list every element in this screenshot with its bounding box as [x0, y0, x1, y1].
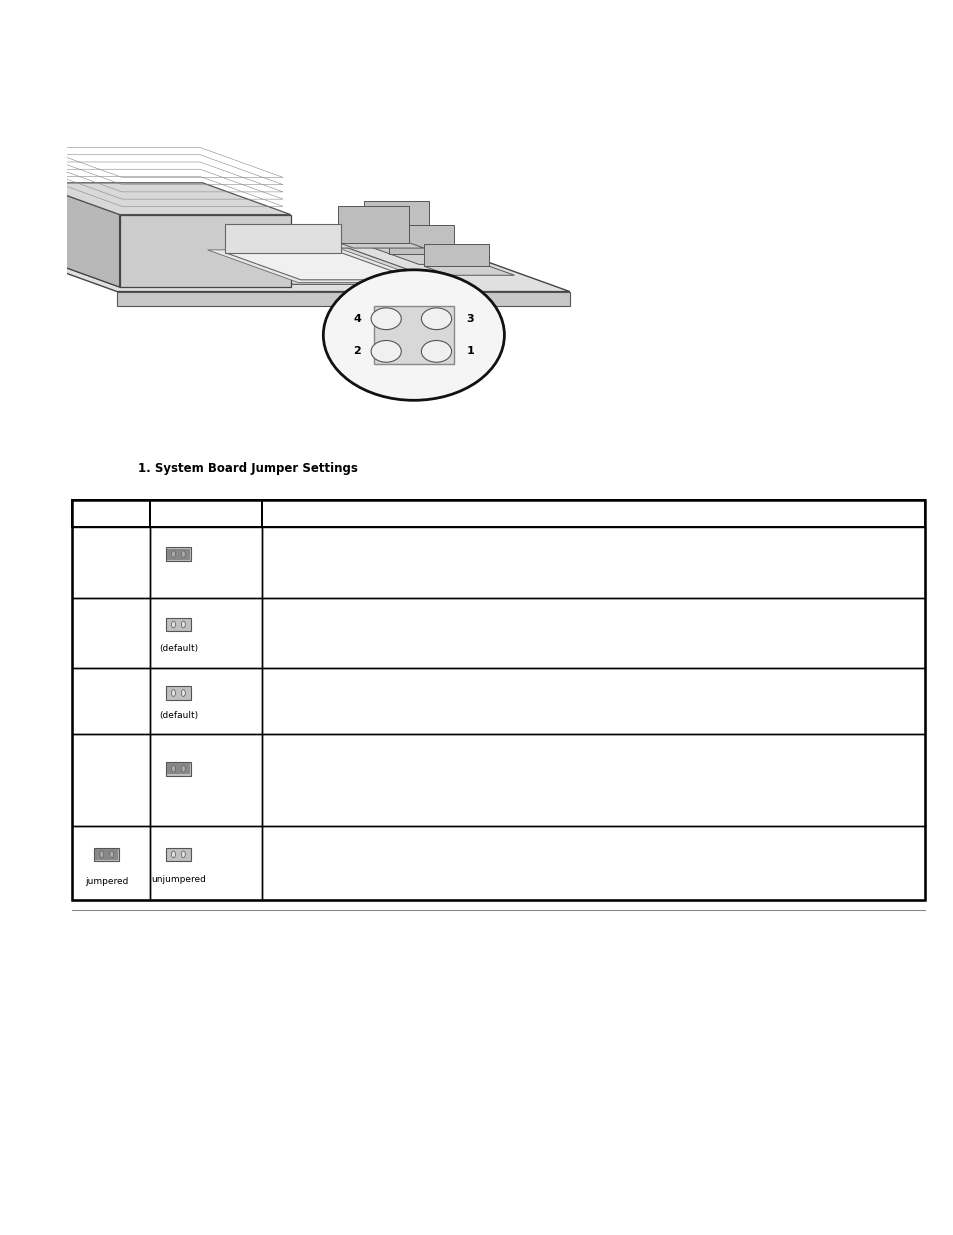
Circle shape [371, 341, 401, 362]
Polygon shape [208, 249, 434, 283]
Polygon shape [225, 253, 416, 280]
Text: 1. System Board Jumper Settings: 1. System Board Jumper Settings [138, 462, 357, 475]
Text: 3: 3 [466, 314, 474, 324]
Text: unjumpered: unjumpered [151, 876, 206, 884]
Circle shape [421, 341, 451, 362]
Polygon shape [363, 201, 429, 245]
Polygon shape [388, 225, 454, 253]
Polygon shape [31, 183, 291, 215]
Text: 1: 1 [466, 346, 474, 357]
Polygon shape [119, 215, 291, 287]
Polygon shape [363, 245, 454, 253]
Circle shape [323, 269, 504, 400]
Text: (default): (default) [158, 645, 198, 653]
Text: (default): (default) [158, 711, 198, 720]
Circle shape [421, 308, 451, 330]
Polygon shape [31, 256, 291, 287]
Text: 4: 4 [353, 314, 360, 324]
Polygon shape [423, 245, 489, 267]
Polygon shape [117, 291, 569, 306]
Polygon shape [31, 183, 202, 256]
Polygon shape [338, 242, 423, 248]
Circle shape [371, 308, 401, 330]
Polygon shape [0, 242, 569, 291]
Polygon shape [31, 183, 119, 287]
Polygon shape [225, 224, 340, 253]
Text: jumpered: jumpered [85, 877, 129, 885]
Polygon shape [193, 248, 449, 284]
FancyBboxPatch shape [374, 306, 454, 364]
Polygon shape [388, 253, 484, 264]
Polygon shape [423, 267, 514, 275]
Polygon shape [338, 206, 409, 242]
Text: 2: 2 [353, 346, 360, 357]
